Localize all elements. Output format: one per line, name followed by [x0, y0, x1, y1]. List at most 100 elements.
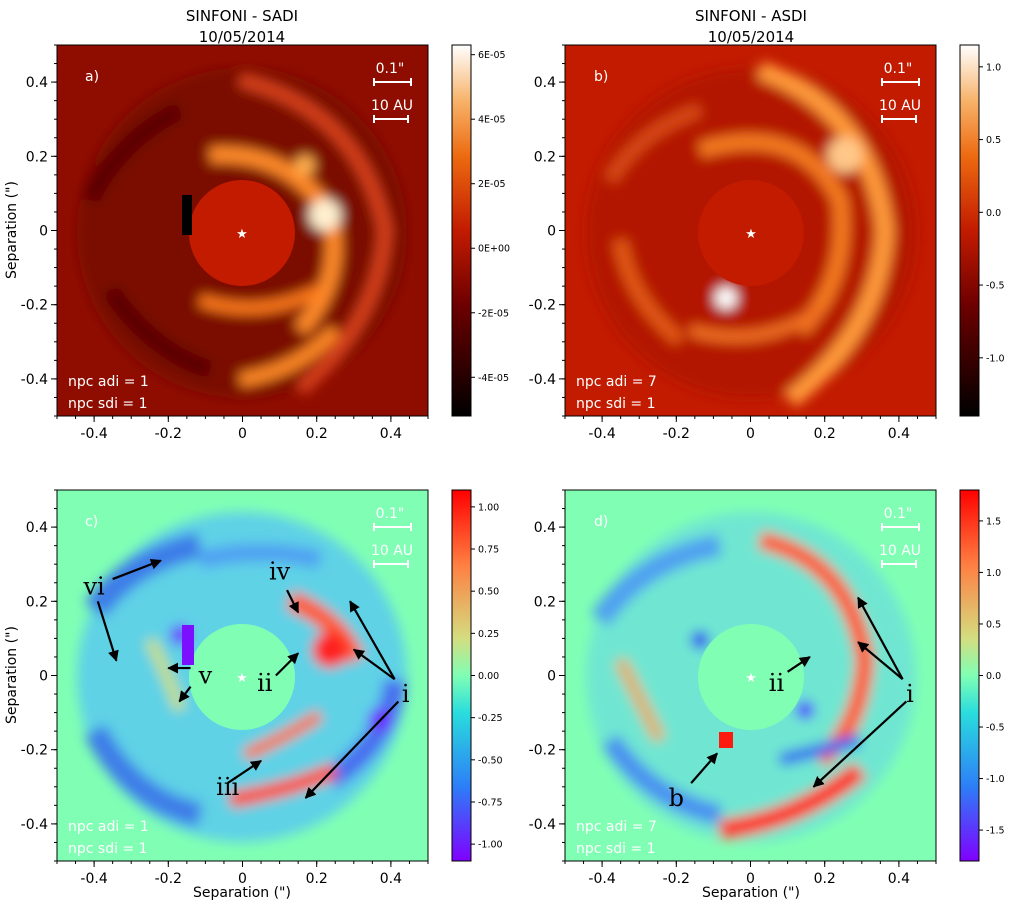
annotation-arrow	[352, 648, 396, 681]
colorbar-tick-label: 0E+00	[478, 244, 510, 255]
panel-b-scalebar-arcsec	[881, 78, 920, 86]
panel-c-image	[57, 490, 428, 861]
panel-c-scalebar-au-label: 10 AU	[371, 543, 413, 559]
colorbar-tick-label: 0.50	[478, 587, 499, 598]
y-tick-label: 0.2	[534, 594, 556, 610]
panel-a-ylabel: Separation (")	[4, 181, 20, 279]
colorbar-tick-label: 0.0	[986, 208, 1001, 219]
colorbar-tick-label: -0.5	[986, 281, 1005, 292]
y-tick-label: -0.4	[21, 817, 48, 833]
panel-b-npc-adi: npc adi = 7	[576, 374, 657, 390]
panel-a-scalebar-arcsec-label: 0.1"	[376, 61, 405, 77]
panel-b-axes: -0.4 -0.2 0 0.2 0.4 0.4 0.2 0 -0.2 -0.4	[529, 44, 937, 442]
panel-a-date: 10/05/2014	[199, 28, 285, 46]
colorbar-tick-label: -0.50	[478, 755, 503, 766]
colorbar-tick-label: -1.0	[986, 353, 1005, 364]
x-tick-label: 0.4	[888, 871, 910, 887]
x-tick-label: 0.4	[380, 426, 402, 442]
panel-b-date: 10/05/2014	[708, 28, 794, 46]
panel-b-title: SINFONI - ASDI	[695, 7, 807, 25]
panel-a-colorbar	[451, 44, 472, 417]
annotation-arrow	[286, 589, 300, 614]
annotation-arrow	[690, 752, 718, 784]
colorbar-tick-label: -1.00	[478, 840, 503, 851]
panel-d-npc-sdi: npc sdi = 1	[576, 841, 656, 857]
annotation-label-vi: vi	[82, 572, 105, 600]
annotation-arrow	[786, 656, 811, 673]
annotation-label-ii: ii	[769, 669, 785, 697]
panel-b-star: ★	[745, 227, 757, 242]
x-tick-label: -0.2	[663, 426, 690, 442]
panel-a-axes: -0.4 -0.2 0 0.2 0.4 0.4 0.2 0 -0.2 -0.4	[21, 44, 429, 442]
y-tick-label: 0.2	[534, 149, 556, 165]
y-tick-label: 0.2	[26, 594, 48, 610]
panel-d-annotations: ii ib	[669, 596, 914, 812]
colorbar-tick-label: 0.0	[986, 671, 1001, 682]
y-tick-label: 0	[39, 669, 48, 685]
y-tick-label: 0.4	[534, 75, 556, 91]
panel-a-scalebar-arcsec	[373, 78, 412, 86]
x-tick-label: -0.4	[80, 426, 107, 442]
annotation-arrow	[304, 700, 400, 799]
x-tick-label: 0.2	[306, 871, 328, 887]
panel-d-scalebar-arcsec-label: 0.1"	[884, 506, 913, 522]
annotation-arrow	[227, 759, 262, 785]
panel-d-colorbar-ticks: 1.5 1.0 0.5 0.0 -0.5 -1.0 -1.5	[979, 516, 1005, 837]
panel-a-star: ★	[236, 227, 248, 242]
panel-b: SINFONI - ASDI 10/05/2014 b) ★ 0.1" 10 A…	[529, 7, 1005, 442]
y-tick-label: -0.2	[21, 743, 48, 759]
y-tick-label: 0.4	[534, 520, 556, 536]
annotation-arrow	[349, 600, 396, 680]
panel-c-ylabel: Separation (")	[4, 626, 20, 724]
x-tick-label: -0.2	[155, 426, 182, 442]
panel-c-axes: -0.4 -0.2 0 0.2 0.4 0.4 0.2 0 -0.2 -0.4	[21, 489, 429, 887]
colorbar-tick-label: 1.00	[478, 502, 499, 513]
annotation-label-b: b	[669, 784, 684, 812]
annotation-arrow	[857, 641, 904, 681]
colorbar-tick-label: -1.0	[986, 774, 1005, 785]
panel-c-scalebar-arcsec-label: 0.1"	[376, 506, 405, 522]
panel-a-scalebar-au-label: 10 AU	[371, 98, 413, 114]
annotation-arrow	[275, 652, 299, 677]
panel-d-axes: -0.4 -0.2 0 0.2 0.4 0.4 0.2 0 -0.2 -0.4	[529, 489, 937, 887]
x-tick-label: 0.4	[380, 871, 402, 887]
panel-a: SINFONI - SADI 10/05/2014 a) ★ 0.1" 10 A…	[4, 7, 510, 442]
colorbar-tick-label: 2E-05	[478, 179, 506, 190]
x-tick-label: -0.2	[155, 871, 182, 887]
panel-d-xlabel: Separation (")	[702, 885, 800, 901]
x-tick-label: -0.4	[588, 871, 615, 887]
panel-d-scalebar-au-label: 10 AU	[879, 543, 921, 559]
colorbar-tick-label: 4E-05	[478, 115, 506, 126]
panel-a-npc-adi: npc adi = 1	[68, 374, 149, 390]
annotation-label-ii: ii	[257, 669, 273, 697]
panel-d-npc-adi: npc adi = 7	[576, 819, 657, 835]
panel-d-image	[565, 490, 936, 861]
panel-a-colorbar-ticks: 6E-05 4E-05 2E-05 0E+00 -2E-05 -4E-05	[471, 50, 510, 384]
panel-d-label: d)	[594, 514, 608, 530]
colorbar-tick-label: -4E-05	[478, 373, 509, 384]
x-tick-label: -0.4	[80, 871, 107, 887]
panel-b-colorbar-ticks: 1.0 0.5 0.0 -0.5 -1.0	[979, 62, 1005, 364]
y-tick-label: 0	[547, 669, 556, 685]
annotation-arrow	[112, 558, 162, 581]
colorbar-tick-label: 1.0	[986, 62, 1001, 73]
annotation-arrow	[812, 700, 908, 788]
panel-a-npc-sdi: npc sdi = 1	[68, 396, 148, 412]
x-tick-label: 0.4	[888, 426, 910, 442]
panel-b-scalebar-arcsec-label: 0.1"	[884, 61, 913, 77]
x-tick-label: 0	[238, 426, 247, 442]
annotation-label-iii: iii	[216, 773, 239, 801]
panel-a-scalebar-au	[373, 115, 409, 123]
colorbar-tick-label: 0.75	[478, 545, 499, 556]
y-tick-label: -0.2	[529, 298, 556, 314]
x-tick-label: 0.2	[814, 426, 836, 442]
annotation-arrow	[178, 685, 192, 703]
panel-d-scalebar-arcsec	[881, 523, 920, 531]
annotation-label-iv: iv	[269, 558, 291, 586]
y-tick-label: 0.4	[26, 75, 48, 91]
panel-b-npc-sdi: npc sdi = 1	[576, 396, 656, 412]
annotation-arrow	[96, 600, 119, 662]
panel-a-image	[57, 45, 428, 416]
panel-c-colorbar-ticks: 1.00 0.75 0.50 0.25 0.00 -0.25 -0.50 -0.75 -1.00	[471, 502, 503, 851]
panel-d-scalebar-au	[881, 560, 917, 568]
